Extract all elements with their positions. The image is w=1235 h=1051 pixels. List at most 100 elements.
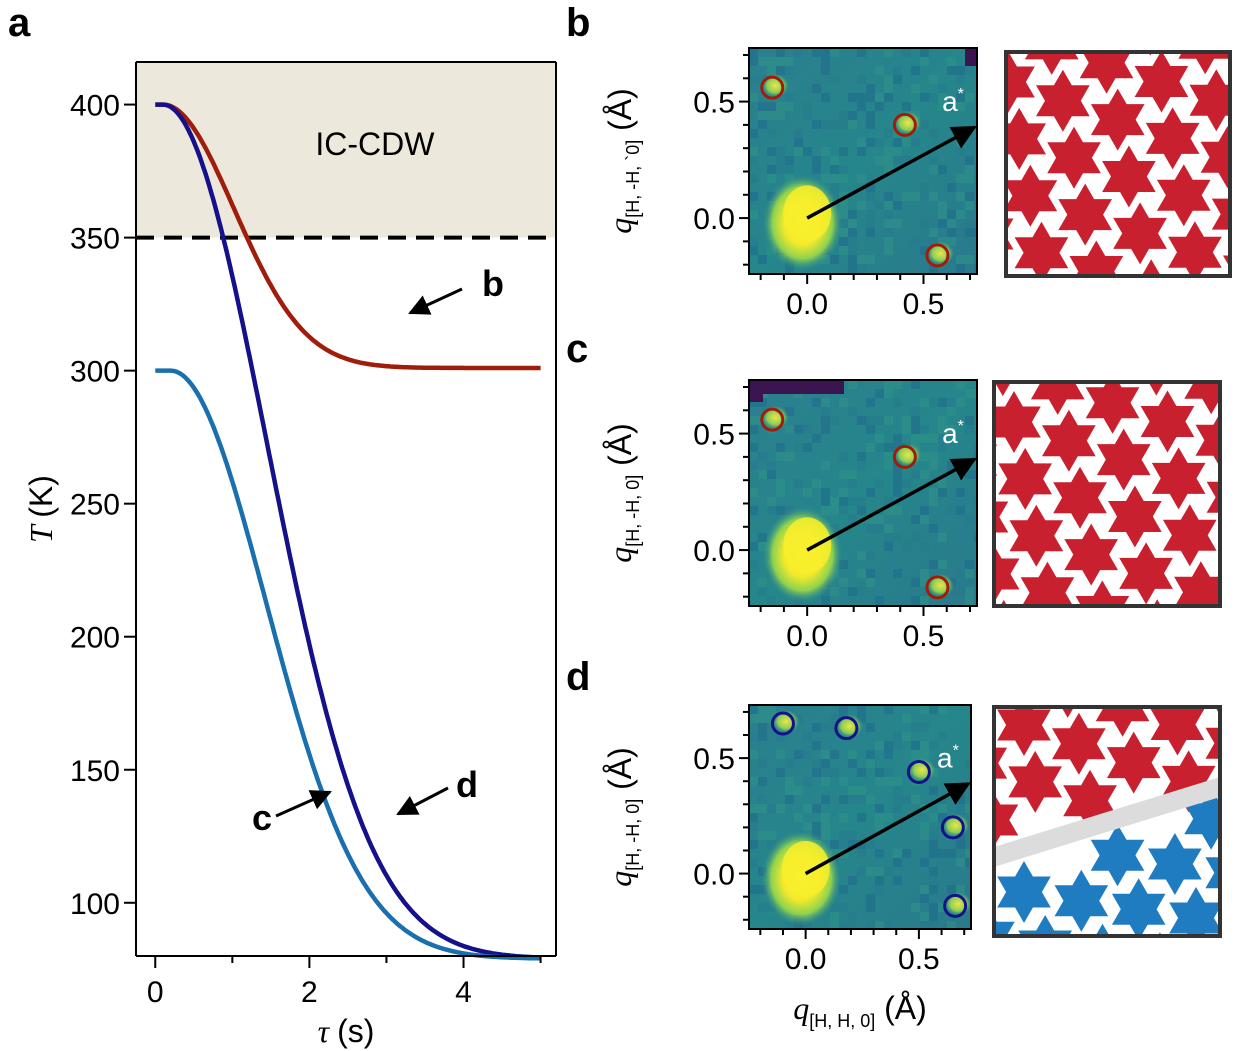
heatmap-pixel: [839, 398, 848, 407]
heatmap-pixel: [884, 147, 893, 156]
heatmap-pixel: [776, 102, 785, 111]
heatmap-pixel: [848, 264, 857, 273]
heatmap-pixel: [830, 840, 839, 849]
heatmap-pixel: [866, 443, 875, 452]
heatmap-pixel: [956, 398, 965, 407]
star-of-david: [1085, 382, 1140, 434]
heatmap-pixel: [848, 587, 857, 596]
star-of-david: [1036, 69, 1090, 132]
heatmap-pixel: [884, 75, 893, 84]
heatmap-pixel: [749, 705, 758, 714]
a-star-letter: a: [942, 86, 958, 117]
a-star-letter: a: [942, 418, 958, 449]
y-tick-label: 100: [70, 888, 120, 921]
star-of-david: [1113, 202, 1167, 265]
annotation-label-b: b: [482, 263, 504, 304]
heatmap-pixel: [785, 786, 794, 795]
star-of-david: [1148, 52, 1153, 56]
heatmap-pixel: [965, 237, 974, 246]
heatmap-pixel: [758, 777, 767, 786]
heatmap-pixel: [875, 416, 884, 425]
heatmap-pixel: [929, 921, 938, 929]
heatmap-pixel: [965, 470, 974, 479]
star-of-david: [1174, 561, 1220, 606]
heatmap-pixel: [758, 75, 767, 84]
heatmap-pixel: [749, 813, 758, 822]
heatmap-pixel: [839, 831, 848, 840]
heatmap-pixel: [866, 228, 875, 237]
heatmap-pixel: [884, 867, 893, 876]
heatmap-pixel: [929, 237, 938, 246]
heatmap-pixel: [875, 156, 884, 165]
star-of-david: [997, 707, 1051, 756]
heatmap-pixel: [956, 93, 965, 102]
heatmap-pixel: [938, 759, 947, 768]
heatmap-pixel: [956, 840, 965, 849]
heatmap-pixel: [749, 57, 758, 66]
heatmap-pixel: [911, 578, 920, 587]
heatmap-pixel: [839, 578, 848, 587]
heatmap-pixel: [893, 858, 902, 867]
star-of-david: [1148, 382, 1165, 396]
heatmap-pixel: [794, 147, 803, 156]
heatmap-pixel: [965, 201, 974, 210]
heatmap-pixel: [929, 741, 938, 750]
heatmap-pixel: [929, 398, 938, 407]
heatmap-pixel: [830, 750, 839, 759]
star-of-david: [1190, 941, 1235, 1003]
heatmap-pixel: [803, 750, 812, 759]
heatmap-pixel: [758, 533, 767, 542]
heatmap-pixel: [866, 867, 875, 876]
heatmap-pixel: [974, 443, 977, 452]
heatmap-pixel: [830, 912, 839, 921]
heatmap-pixel: [830, 165, 839, 174]
heatmap-pixel: [794, 443, 803, 452]
domain-frame-d: [992, 705, 1222, 938]
heatmap-pixel: [938, 732, 947, 741]
heatmap-pixel: [803, 443, 812, 452]
heatmap-pixel: [776, 488, 785, 497]
heatmap-pixel: [866, 120, 875, 129]
x-tick-label: 0.5: [903, 288, 945, 321]
heatmap-pixel: [956, 228, 965, 237]
star-of-david: [997, 861, 1051, 923]
heatmap-pixel: [848, 93, 857, 102]
heatmap-pixel: [857, 201, 866, 210]
heatmap-pixel: [803, 732, 812, 741]
heatmap-pixel: [848, 515, 857, 524]
y-tick-label: 0.5: [693, 419, 735, 452]
heatmap-pixel: [902, 102, 911, 111]
heatmap-pixel: [830, 921, 839, 929]
annotation-arrow-c: [275, 790, 332, 818]
heatmap-pixel: [785, 777, 794, 786]
star-of-david: [1124, 259, 1179, 276]
heatmap-pixel: [911, 192, 920, 201]
domain-frame-c: [992, 380, 1222, 608]
heatmap-pixel: [776, 452, 785, 461]
heatmap-pixel: [830, 587, 839, 596]
heatmap-pixel: [875, 822, 884, 831]
star-of-david: [994, 382, 1011, 397]
heatmap-pixel: [866, 578, 875, 587]
domain-pattern-b: [1006, 52, 1230, 276]
star-of-david: [1008, 750, 1062, 813]
heatmap-pixel: [749, 425, 758, 434]
heatmap-pixel: [812, 479, 821, 488]
heatmap-pixel: [884, 228, 893, 237]
heatmap-pixel: [848, 219, 857, 228]
a-star-sup: *: [953, 742, 959, 759]
heatmap-pixel: [776, 111, 785, 120]
heatmap-pixel: [749, 840, 758, 849]
heatmap-pixel: [965, 228, 974, 237]
heatmap-pixel: [947, 57, 956, 66]
heatmap-pixel: [920, 434, 929, 443]
star-of-david: [1096, 428, 1151, 491]
heatmap-pixel: [884, 416, 893, 425]
heatmap-pixel: [875, 596, 884, 605]
star-of-david: [1148, 833, 1202, 895]
heatmap-pixel: [749, 147, 758, 156]
heatmap-pixel: [839, 237, 848, 246]
heatmap-pixel: [911, 66, 920, 75]
heatmap-pixel: [893, 219, 902, 228]
heatmap-pixel: [965, 596, 974, 605]
